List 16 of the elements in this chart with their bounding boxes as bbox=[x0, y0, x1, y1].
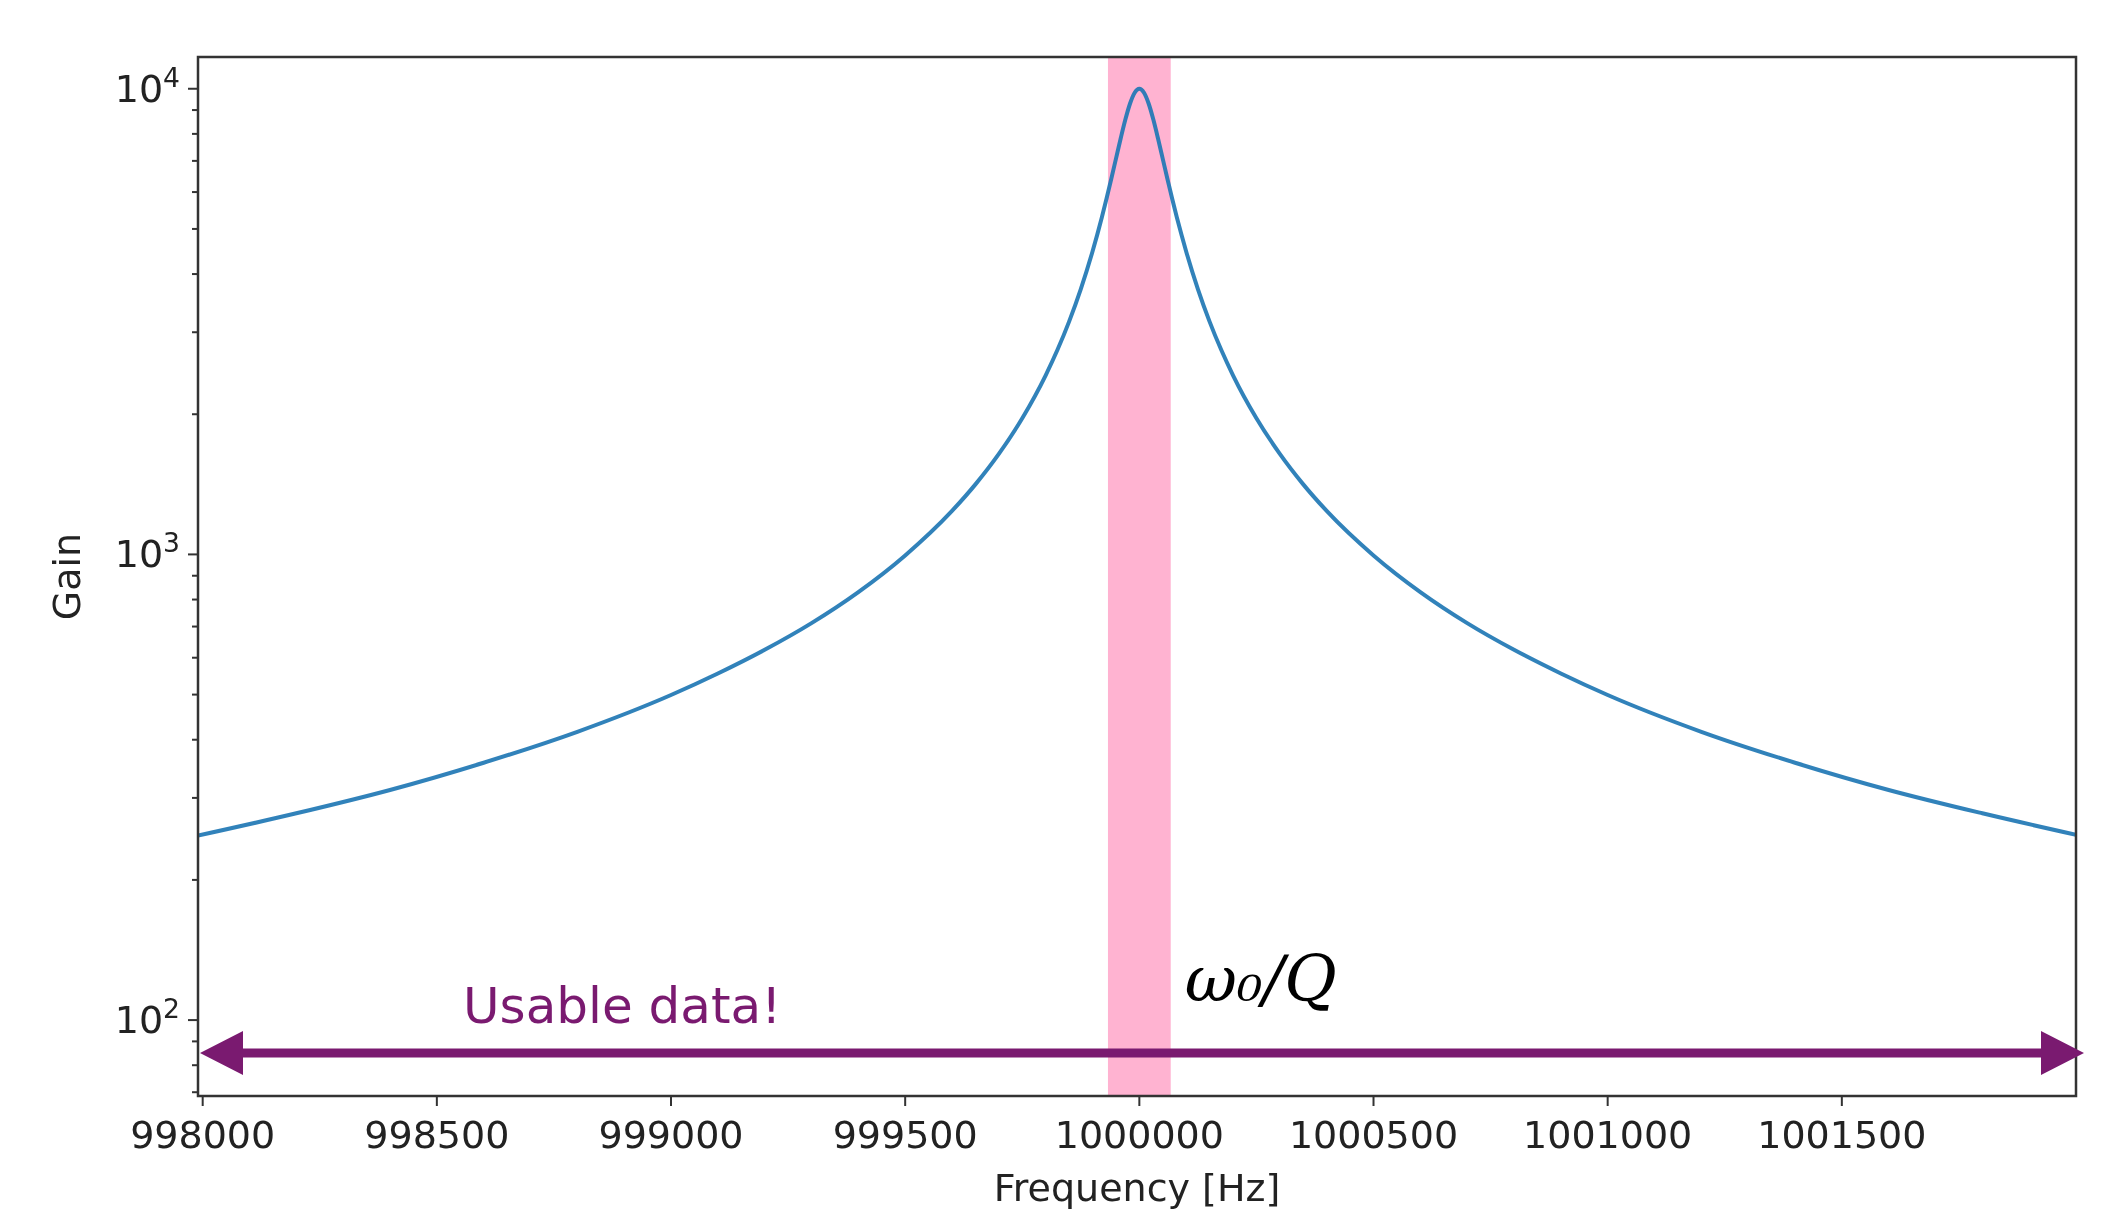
x-tick-label: 1000000 bbox=[1054, 1113, 1224, 1157]
y-tick-label: 10$^{4}$ bbox=[114, 61, 180, 111]
x-tick-label: 1001000 bbox=[1523, 1113, 1693, 1157]
x-tick-label: 1001500 bbox=[1757, 1113, 1927, 1157]
y-axis-title: Gain bbox=[45, 532, 89, 621]
annotation: Usable data! bbox=[463, 977, 782, 1035]
x-tick-label: 999500 bbox=[832, 1113, 978, 1157]
y-tick-label: 10$^{2}$ bbox=[114, 992, 180, 1043]
y-tick-label: 10$^{3}$ bbox=[114, 526, 180, 577]
x-tick-label: 998000 bbox=[130, 1113, 276, 1157]
x-tick-label: 998500 bbox=[364, 1113, 510, 1157]
x-tick-label: 1000500 bbox=[1288, 1113, 1459, 1157]
band-label: ω₀/Q bbox=[1184, 942, 1337, 1016]
x-tick-label: 999000 bbox=[598, 1113, 744, 1157]
x-axis-title: Frequency [Hz] bbox=[993, 1166, 1281, 1210]
line-series bbox=[198, 86, 2076, 838]
